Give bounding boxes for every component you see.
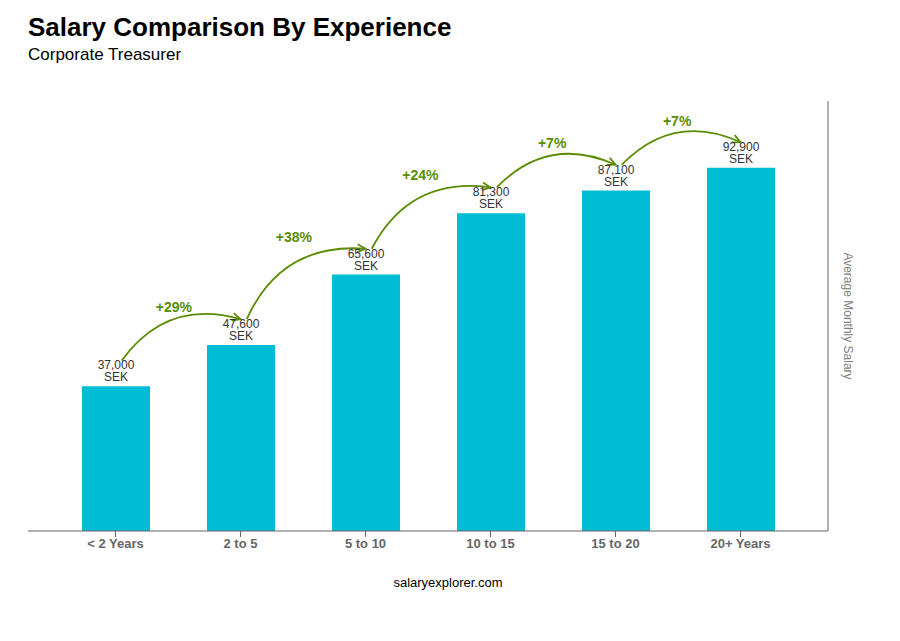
html-text:Corporate Treasurer: Corporate Treasurer: [28, 45, 182, 64]
html-text:Salary Comparison By Experienc: Salary Comparison By Experience: [28, 12, 452, 42]
svg-text:65,600SEK: 65,600SEK: [348, 247, 385, 273]
svg-text:92,900SEK: 92,900SEK: [723, 140, 760, 166]
svg-text:+38%: +38%: [276, 229, 313, 245]
svg-text:15 to 20: 15 to 20: [591, 536, 639, 551]
svg-text:+7%: +7%: [538, 135, 567, 151]
svg-text:87,100SEK: 87,100SEK: [598, 163, 635, 189]
svg-text:+29%: +29%: [156, 299, 193, 315]
svg-text:+7%: +7%: [663, 113, 692, 129]
svg-text:20+ Years: 20+ Years: [710, 536, 770, 551]
svg-text:< 2 Years: < 2 Years: [87, 536, 144, 551]
svg-text:47,600SEK: 47,600SEK: [223, 317, 260, 343]
svg-text:+24%: +24%: [402, 167, 439, 183]
svg-text:Average Monthly Salary: Average Monthly Salary: [841, 252, 855, 379]
svg-text:37,000SEK: 37,000SEK: [98, 358, 135, 384]
svg-text:2 to 5: 2 to 5: [224, 536, 258, 551]
svg-text:10 to 15: 10 to 15: [466, 536, 514, 551]
svg-text:81,300SEK: 81,300SEK: [473, 185, 510, 211]
svg-text:5 to 10: 5 to 10: [345, 536, 386, 551]
html-text:salaryexplorer.com: salaryexplorer.com: [393, 575, 503, 590]
